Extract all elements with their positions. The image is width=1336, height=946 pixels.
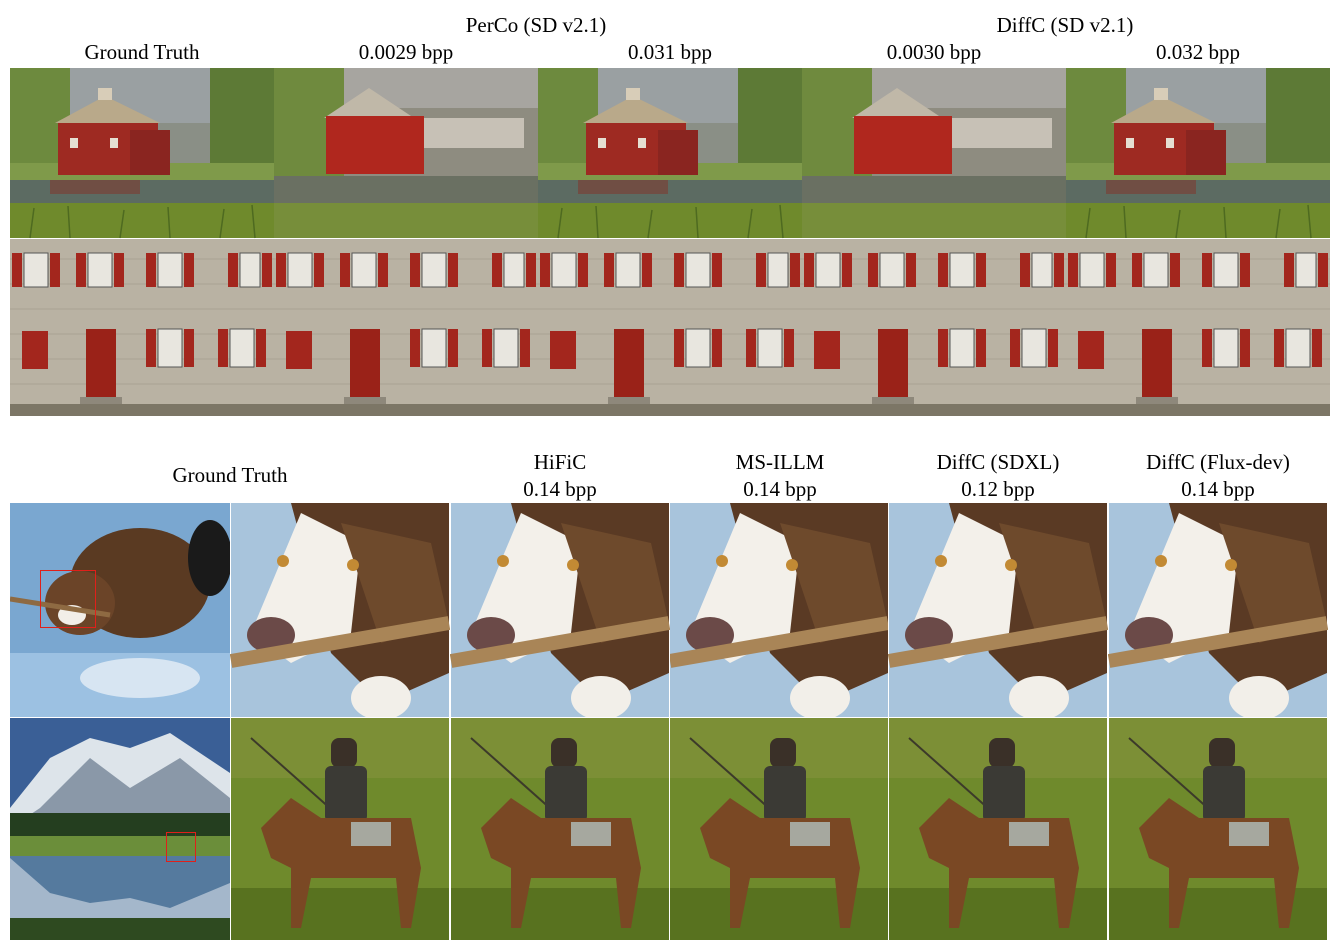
horse-ms-illm-image — [670, 718, 888, 940]
barn-ground-truth-image — [10, 67, 274, 239]
barn-perco-high-bpp-image — [538, 67, 802, 239]
hifi-c-method-label: HiFiC — [533, 450, 587, 474]
dog-ground-truth-full-image — [10, 503, 230, 717]
dog-hifi-c-image — [450, 503, 670, 717]
dog-diffc-sdxl-image — [888, 503, 1108, 717]
facade-diffc-low-bpp-image — [802, 239, 1066, 416]
column-label-ground-truth: Ground Truth — [84, 40, 200, 64]
diffc-sdxl-bpp-label: 0.12 bpp — [961, 477, 1035, 501]
ms-illm-method-label: MS-ILLM — [735, 450, 825, 474]
dog-diffc-flux-image — [1108, 503, 1328, 717]
column-label-perco-high-bpp: 0.031 bpp — [628, 40, 712, 64]
barn-diffc-high-bpp-image — [1066, 67, 1330, 239]
facade-ground-truth-image — [10, 239, 274, 416]
horse-crop-region-box — [166, 832, 196, 862]
mountain-ground-truth-full-image — [10, 718, 230, 940]
column-label-diffc-high-bpp: 0.032 bpp — [1156, 40, 1240, 64]
bottom-ground-truth-label: Ground Truth — [172, 463, 288, 487]
diffc-group-header: DiffC (SD v2.1) — [996, 13, 1134, 37]
facade-diffc-high-bpp-image — [1066, 239, 1330, 416]
horse-ground-truth-crop-image — [230, 718, 450, 940]
horse-diffc-sdxl-image — [888, 718, 1108, 940]
perco-group-header: PerCo (SD v2.1) — [465, 13, 607, 37]
ms-illm-bpp-label: 0.14 bpp — [743, 477, 817, 501]
column-label-perco-low-bpp: 0.0029 bpp — [358, 40, 454, 64]
horse-hifi-c-image — [450, 718, 670, 940]
dog-ground-truth-crop-image — [230, 503, 450, 717]
dog-ms-illm-image — [670, 503, 888, 717]
barn-perco-low-bpp-image — [274, 67, 538, 239]
diffc-flux-method-label: DiffC (Flux-dev) — [1146, 450, 1290, 474]
diffc-sdxl-method-label: DiffC (SDXL) — [936, 450, 1060, 474]
diffc-flux-bpp-label: 0.14 bpp — [1181, 477, 1255, 501]
hifi-c-bpp-label: 0.14 bpp — [523, 477, 597, 501]
barn-diffc-low-bpp-image — [802, 67, 1066, 239]
facade-perco-low-bpp-image — [274, 239, 538, 416]
facade-perco-high-bpp-image — [538, 239, 802, 416]
horse-diffc-flux-image — [1108, 718, 1328, 940]
dog-crop-region-box — [40, 570, 96, 628]
column-label-diffc-low-bpp: 0.0030 bpp — [886, 40, 982, 64]
